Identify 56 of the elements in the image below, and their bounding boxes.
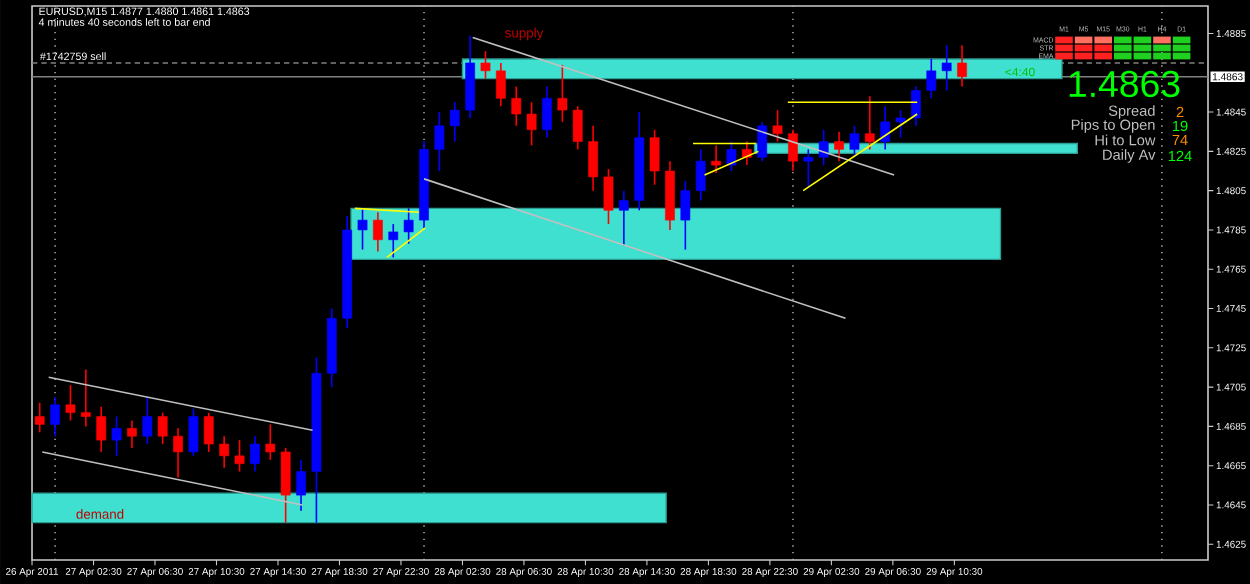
candlestick (649, 128, 660, 186)
candlestick (188, 407, 199, 457)
candlestick (818, 128, 829, 166)
candlestick (449, 101, 460, 143)
candlestick (726, 140, 737, 172)
candlestick (127, 419, 137, 449)
candlestick (296, 458, 306, 512)
candlestick (219, 435, 230, 469)
candlestick (680, 180, 691, 251)
candlestick (465, 34, 476, 119)
candlestick (957, 44, 967, 88)
candlestick (96, 405, 107, 453)
candlestick (142, 396, 153, 445)
candlestick (542, 85, 552, 139)
candlestick (65, 384, 76, 422)
candlestick (864, 95, 875, 151)
candlestick (880, 105, 891, 151)
candlestick (926, 58, 937, 100)
candlestick (588, 125, 598, 192)
candlestick (757, 121, 768, 162)
annotation: 1.4863 (1069, 70, 1180, 98)
candlestick (572, 105, 583, 151)
candlestick (434, 111, 445, 172)
candlestick (557, 64, 568, 123)
candlestick (480, 50, 491, 80)
candlestick (373, 211, 383, 253)
candlestick (772, 109, 783, 143)
candlestick (511, 85, 522, 127)
candlestick (911, 85, 921, 127)
candlestick (834, 130, 844, 162)
candlestick (403, 207, 414, 245)
candlestick (711, 144, 721, 174)
candlestick (941, 44, 952, 92)
candlestick (203, 411, 214, 453)
candlestick (280, 447, 291, 524)
candlestick (895, 109, 906, 139)
candlestick (618, 189, 629, 247)
candlestick (849, 125, 860, 159)
candlestick (357, 207, 368, 251)
candlestick (80, 368, 91, 428)
candlestick (495, 62, 506, 107)
candlestick (265, 423, 276, 461)
candlestick (803, 148, 814, 188)
candlestick (695, 148, 706, 202)
candlestick (603, 168, 614, 225)
candlestick (157, 411, 168, 445)
candlestick (526, 101, 537, 147)
candlestick (788, 128, 798, 172)
candlestick (234, 439, 245, 473)
candlestick (173, 427, 183, 479)
candlestick (250, 435, 260, 473)
candlestick (50, 396, 60, 437)
candlestick (111, 415, 122, 457)
candlestick (388, 223, 399, 259)
candlestick (34, 402, 45, 434)
candlestick (741, 140, 752, 166)
